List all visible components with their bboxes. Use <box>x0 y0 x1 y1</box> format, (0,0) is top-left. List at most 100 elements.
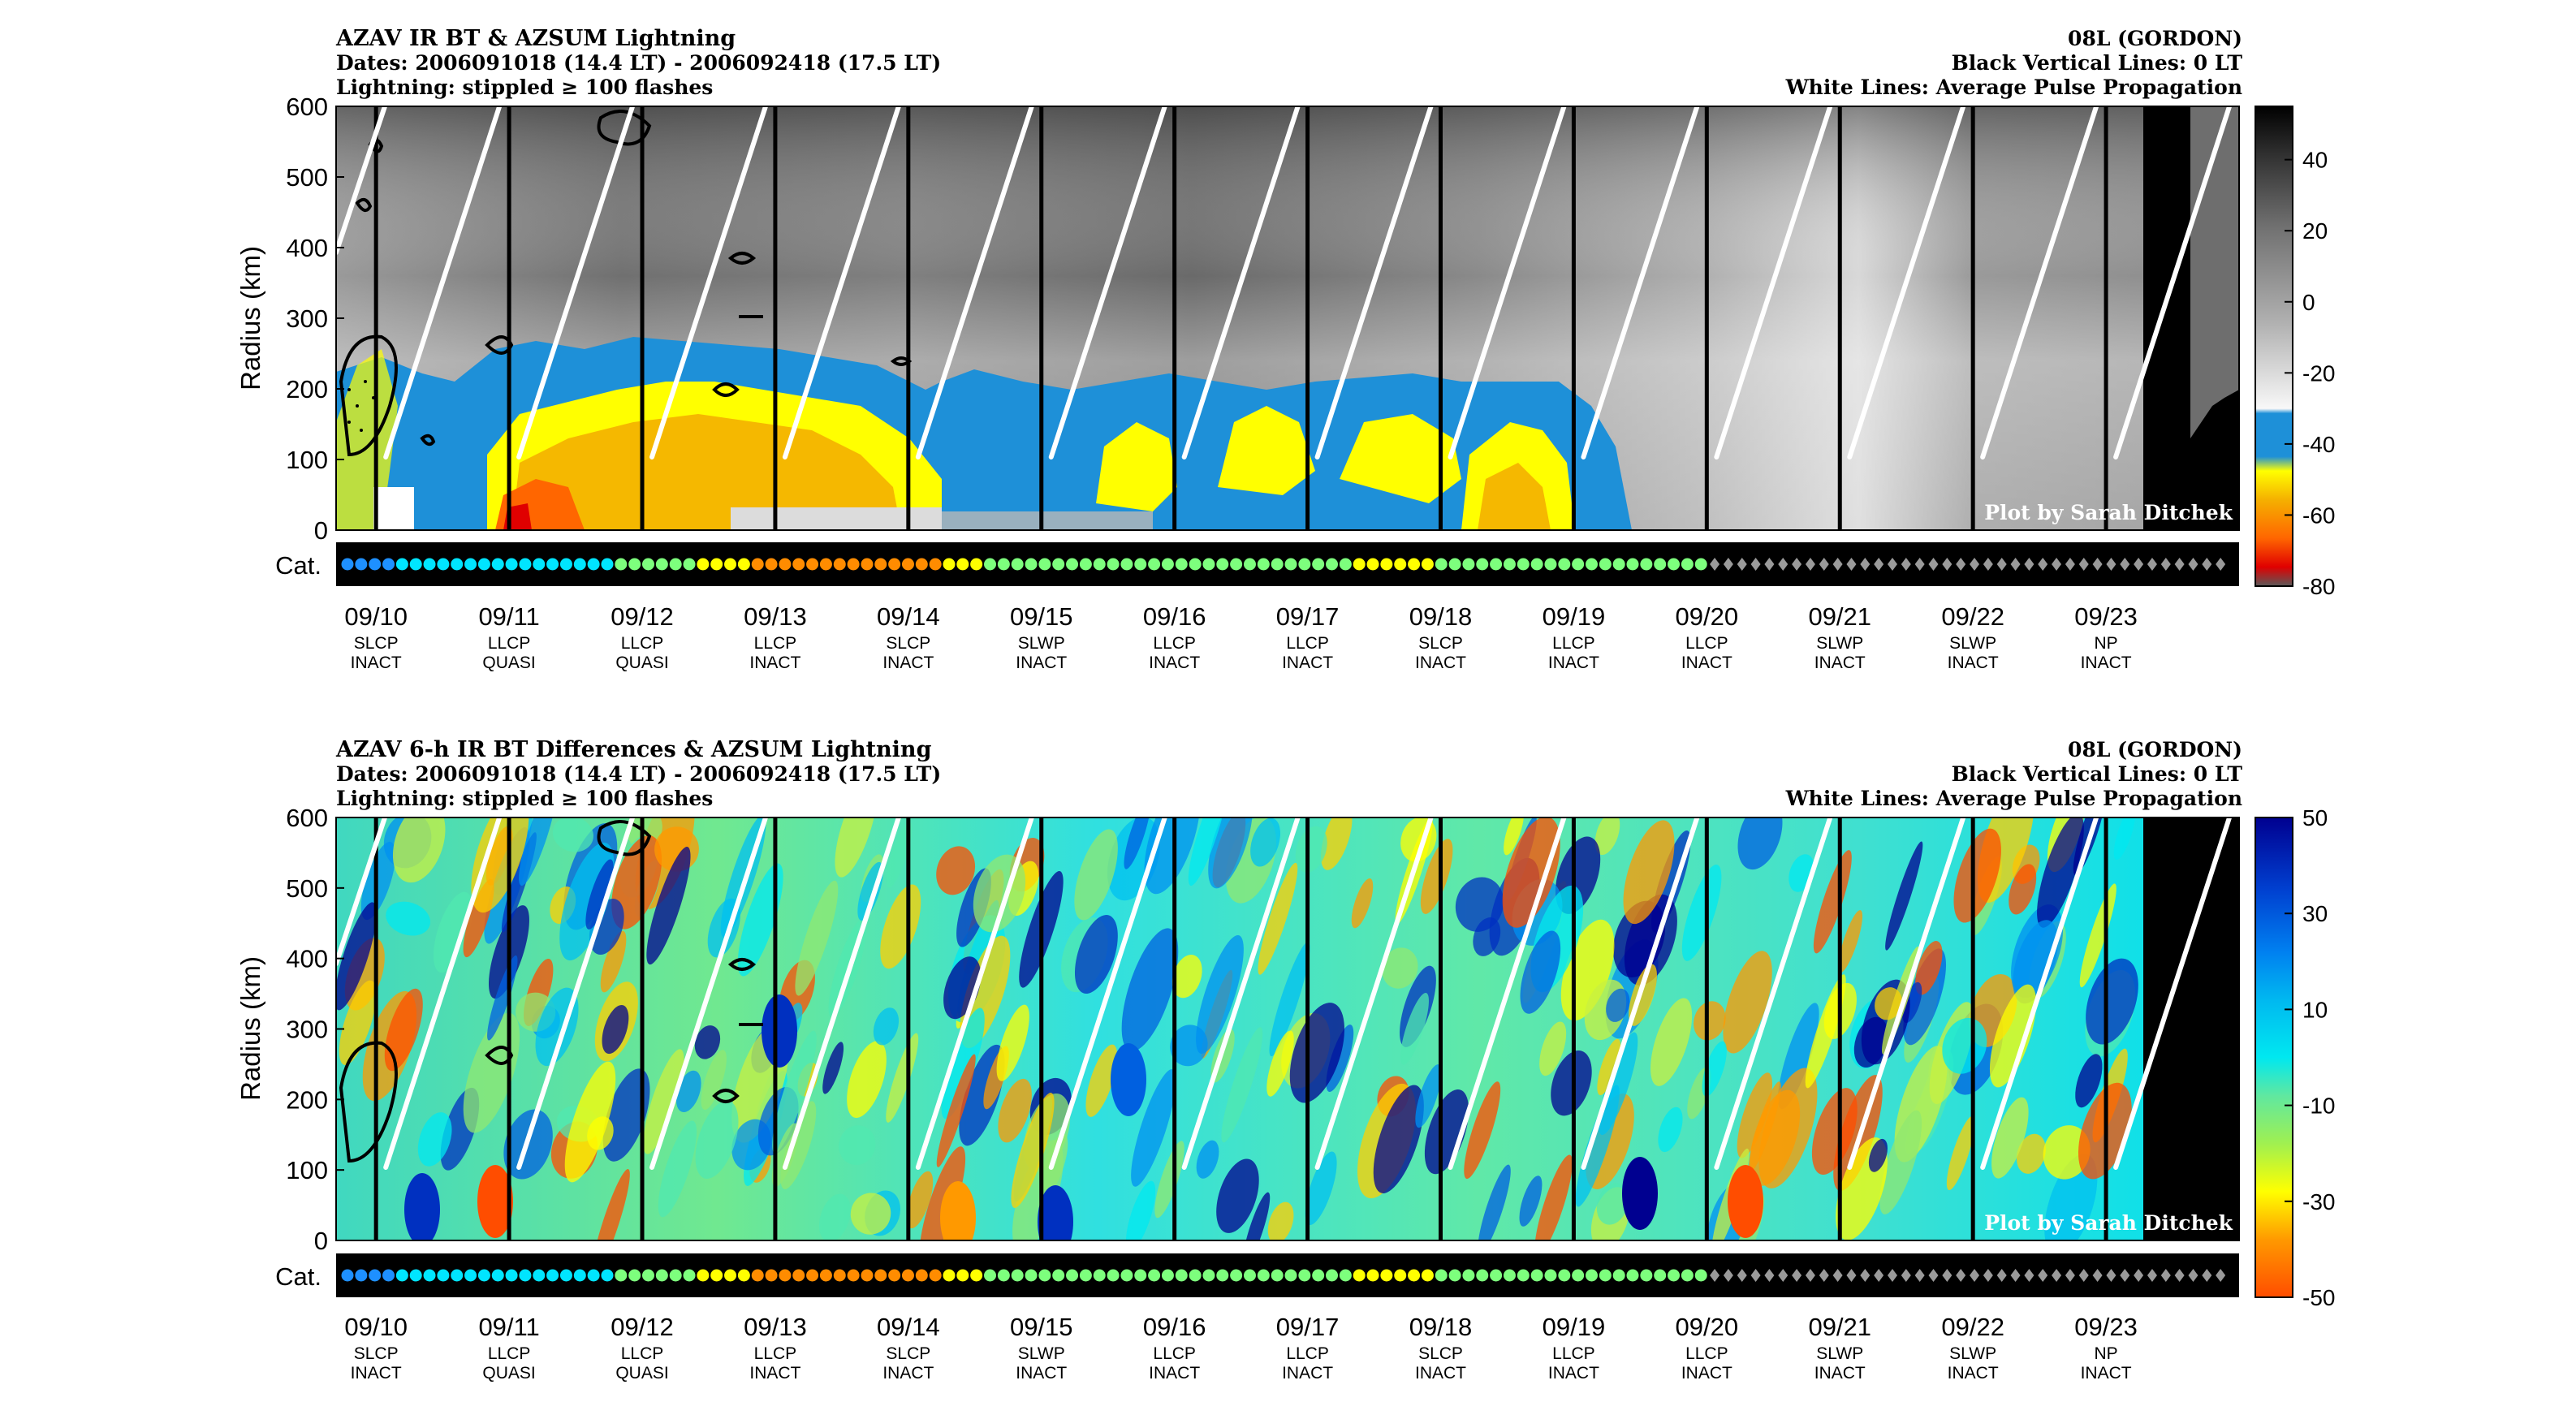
y-axis: 0 100 200 300 400 500 600 <box>286 804 344 1255</box>
diff-anomaly <box>857 861 883 921</box>
diff-anomaly <box>1519 1176 1543 1227</box>
category-dot <box>984 1269 997 1282</box>
structure-label: LLCP <box>1153 634 1196 653</box>
category-dot <box>1476 558 1489 571</box>
pulse-propagation-lines <box>336 106 2233 459</box>
category-dot <box>1312 558 1325 571</box>
diff-anomaly <box>646 847 691 965</box>
category-dot <box>669 558 682 571</box>
pulse-line <box>915 817 1034 1170</box>
category-diamond <box>2120 558 2130 571</box>
x-tick-label: 09/17 <box>1276 602 1340 631</box>
category-dot <box>888 1269 901 1282</box>
diff-anomaly <box>1758 1068 1818 1188</box>
category-dot <box>628 558 641 571</box>
structure-label: LLCP <box>1552 1344 1595 1363</box>
x-tick-label: 09/10 <box>344 602 408 631</box>
diff-anomaly <box>1946 1115 1975 1191</box>
diff-anomaly <box>1400 993 1429 1065</box>
diff-anomaly <box>1305 1151 1337 1226</box>
category-dot <box>929 558 942 571</box>
y-axis: 0 100 200 300 400 500 600 <box>286 93 344 545</box>
category-dot <box>779 1269 792 1282</box>
category-dot <box>779 558 792 571</box>
category-dot <box>1134 1269 1147 1282</box>
category-dot <box>341 1269 354 1282</box>
structure-label: SLWP <box>1816 1344 1863 1363</box>
stipple-dots <box>347 380 375 432</box>
category-diamond <box>1778 1269 1789 1282</box>
diff-anomaly <box>1074 915 1118 994</box>
activity-label: INACT <box>1814 1364 1866 1383</box>
category-dot <box>641 558 654 571</box>
diff-anomaly <box>1838 910 1863 973</box>
category-dot <box>765 558 778 571</box>
colorbar-tick-label: -80 <box>2302 574 2335 599</box>
category-diamond <box>2010 558 2021 571</box>
colorbar-tick-label: -50 <box>2302 1285 2335 1310</box>
category-dot <box>1544 1269 1557 1282</box>
diff-anomaly <box>519 817 557 886</box>
category-dot <box>861 1269 874 1282</box>
activity-label: INACT <box>1681 1364 1732 1383</box>
y-tick-label: 500 <box>286 163 328 192</box>
category-dot <box>984 558 997 571</box>
category-diamond <box>1805 1269 1815 1282</box>
category-diamond <box>1996 558 2007 571</box>
category-dot <box>1339 1269 1352 1282</box>
structure-label: SLCP <box>1418 1344 1463 1363</box>
category-dot <box>1530 1269 1543 1282</box>
diff-anomaly <box>1188 817 1228 886</box>
category-diamond <box>1710 1269 1720 1282</box>
category-dot <box>1216 1269 1229 1282</box>
category-dot <box>697 1269 710 1282</box>
category-dot <box>601 558 614 571</box>
diff-anomaly <box>998 1078 1032 1143</box>
diff-anomaly <box>880 884 921 969</box>
category-diamond <box>2147 558 2157 571</box>
structure-label: SLCP <box>354 1344 399 1363</box>
category-dot <box>1175 1269 1188 1282</box>
activity-label: INACT <box>1282 654 1333 672</box>
category-dot <box>395 558 408 571</box>
pulse-line <box>915 106 1034 459</box>
diff-anomaly <box>339 980 377 1065</box>
category-diamond <box>2024 558 2034 571</box>
category-dot <box>943 1269 956 1282</box>
y-tick-label: 200 <box>286 1085 328 1114</box>
colorbar-tick-label: -60 <box>2302 503 2335 528</box>
pulse-line <box>2113 817 2233 1170</box>
category-dot <box>1257 1269 1270 1282</box>
category-dot <box>464 558 477 571</box>
activity-label: INACT <box>1948 1364 1999 1383</box>
category-dot <box>1353 558 1366 571</box>
pulse-line <box>516 106 636 459</box>
category-label: Cat. <box>275 551 321 580</box>
diff-anomaly <box>873 1007 900 1046</box>
category-dot <box>751 558 764 571</box>
activity-label: INACT <box>1814 654 1866 672</box>
structure-label: LLCP <box>1153 1344 1196 1363</box>
diff-anomaly <box>404 1173 440 1240</box>
colorbar-tick-label: -10 <box>2302 1094 2335 1119</box>
category-dot <box>915 1269 928 1282</box>
category-dot <box>559 1269 572 1282</box>
category-dot <box>1530 558 1543 571</box>
category-diamond <box>1750 1269 1761 1282</box>
y-tick-label: 0 <box>314 1227 328 1255</box>
colorbar-tick-label: 0 <box>2302 290 2315 315</box>
x-tick-label: 09/19 <box>1543 1313 1606 1341</box>
diff-anomaly <box>1693 1001 1726 1041</box>
category-diamond <box>1928 558 1939 571</box>
structure-label: SLWP <box>1949 634 1996 653</box>
category-dot <box>737 558 750 571</box>
activity-label: INACT <box>1415 654 1466 672</box>
category-dot <box>1066 558 1079 571</box>
category-dot <box>751 1269 764 1282</box>
category-dot <box>491 1269 504 1282</box>
category-dot <box>1462 558 1475 571</box>
category-dot <box>1585 1269 1598 1282</box>
y-tick-label: 0 <box>314 516 328 545</box>
category-dot <box>737 1269 750 1282</box>
category-dot <box>1503 1269 1516 1282</box>
